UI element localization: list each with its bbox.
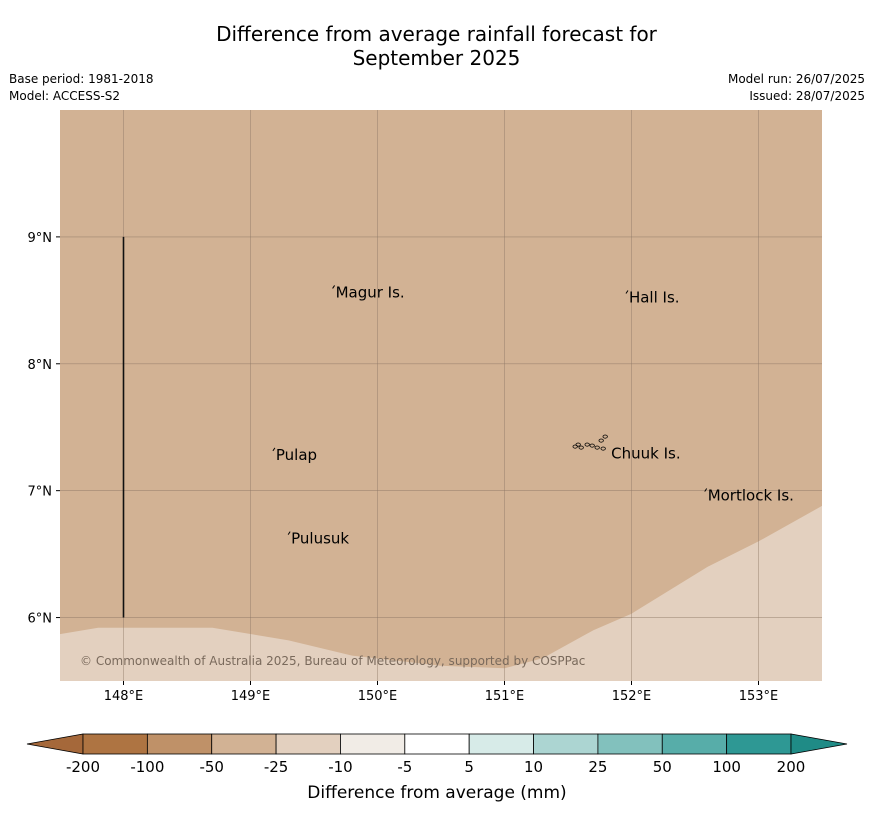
title-line-1: Difference from average rainfall forecas… [216, 22, 657, 46]
colorbar-bin [597, 733, 663, 755]
colorbar-bin [468, 733, 534, 755]
colorbar-tick-label: -200 [66, 758, 100, 776]
place-label: Chuuk Is. [611, 445, 680, 463]
island-marker [272, 447, 276, 452]
place-label: Magur Is. [336, 283, 405, 301]
island-marker [287, 531, 291, 535]
info-left: Base period: 1981-2018 Model: ACCESS-S2 [9, 71, 154, 105]
chart-title: Difference from average rainfall forecas… [0, 22, 873, 70]
island-outline [600, 446, 606, 451]
colorbar-tick-label: 200 [777, 758, 806, 776]
place-label: Hall Is. [629, 289, 680, 307]
colorbar-extend-low [26, 733, 84, 755]
island-outline [589, 443, 595, 448]
lat-tick-label: 6°N [28, 612, 53, 627]
lon-tick-label: 150°E [358, 689, 398, 704]
island-marker [625, 290, 629, 294]
island-marker [572, 434, 608, 451]
place-label: Mortlock Is. [708, 486, 794, 504]
colorbar-label: Difference from average (mm) [307, 783, 566, 803]
island-outline [594, 445, 600, 450]
place-label: Pulusuk [291, 530, 349, 548]
lon-tick-label: 151°E [485, 689, 525, 704]
island-marker [704, 488, 708, 492]
lon-tick-label: 153°E [739, 689, 779, 704]
colorbar-tick-label: -50 [199, 758, 224, 776]
colorbar-bin [533, 733, 599, 755]
island-outline [575, 442, 581, 447]
issued-date: Issued: 28/07/2025 [749, 89, 865, 103]
colorbar-bin [404, 733, 470, 755]
island-outline [578, 445, 584, 450]
colorbar-tick-label: -25 [264, 758, 289, 776]
colorbar-tick-label: 25 [588, 758, 607, 776]
colorbar-bin [82, 733, 148, 755]
copyright-notice: © Commonwealth of Australia 2025, Bureau… [80, 654, 585, 668]
colorbar-tick-label: 5 [464, 758, 474, 776]
place-label: Pulap [276, 446, 317, 464]
lat-tick-label: 8°N [28, 358, 53, 373]
map-panel: 148°E 149°E 150°E 151°E 152°E 153°E 9°N 8°N 7°N 6… [28, 110, 822, 704]
colorbar-tick-label: -100 [130, 758, 164, 776]
title-line-2: September 2025 [352, 46, 521, 70]
lat-tick-label: 9°N [28, 231, 53, 246]
model-name: Model: ACCESS-S2 [9, 89, 121, 103]
colorbar-tick-label: 100 [712, 758, 741, 776]
info-right: Model run: 26/07/2025 Issued: 28/07/2025 [728, 71, 865, 105]
colorbar-bin [661, 733, 728, 755]
lon-tick-label: 148°E [104, 689, 144, 704]
lat-tick-label: 7°N [28, 485, 53, 500]
model-run: Model run: 26/07/2025 [727, 72, 865, 86]
colorbar-bin [146, 733, 213, 755]
island-outline [572, 444, 578, 449]
colorbar-tick-label: 50 [653, 758, 672, 776]
colorbar-tick-label: -5 [397, 758, 412, 776]
colorbar-bin [211, 733, 277, 755]
island-marker [332, 285, 336, 289]
colorbar-bin [275, 733, 341, 755]
colorbar-extend-high [790, 733, 848, 755]
colorbar-bin [340, 733, 406, 755]
colorbar-tick-label: -10 [328, 758, 353, 776]
lon-tick-label: 149°E [231, 689, 271, 704]
island-outline [602, 434, 608, 439]
base-period: Base period: 1981-2018 [9, 72, 154, 86]
colorbar: -200 -100 -50 -25 -10 -5 5 10 25 50 100 200 Differen… [26, 733, 848, 803]
colorbar-bin [726, 733, 792, 755]
island-outline [598, 438, 604, 443]
lon-tick-label: 152°E [612, 689, 652, 704]
island-outline [584, 442, 590, 447]
colorbar-tick-label: 10 [524, 758, 543, 776]
